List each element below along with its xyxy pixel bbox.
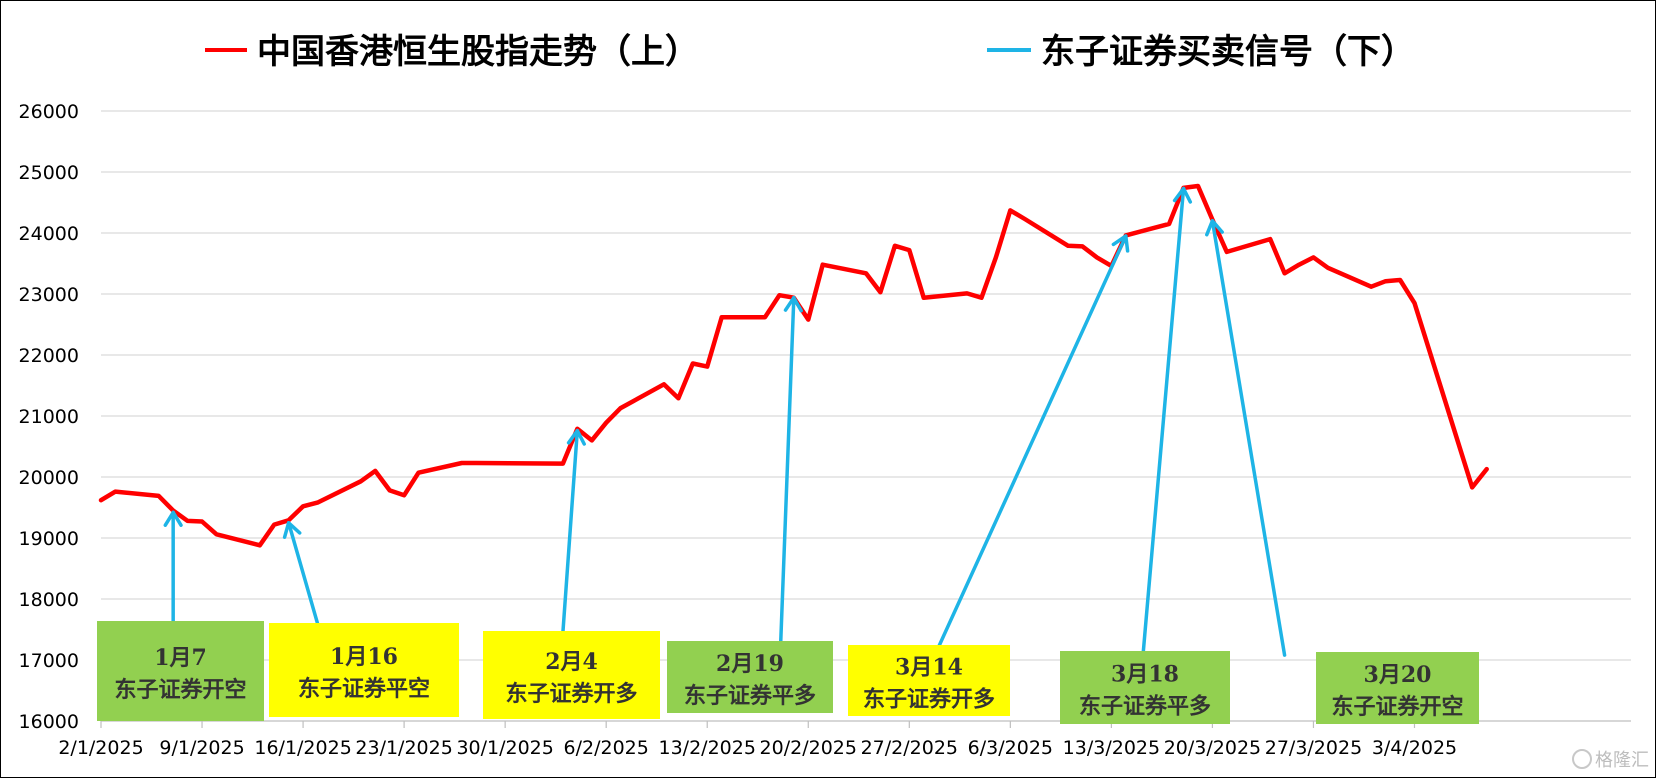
- signal-series: [163, 186, 1287, 689]
- signal-box-action: 东子证券开空: [1331, 694, 1463, 720]
- y-tick-label: 18000: [19, 589, 79, 611]
- signal-arrow-head: [783, 295, 803, 313]
- y-tick-label: 26000: [19, 101, 79, 123]
- signal-arrow-head: [282, 521, 302, 539]
- signal-arrow-line: [921, 234, 1128, 682]
- signal-box-date: 3月18: [1111, 662, 1179, 688]
- signal-box-action: 东子证券平多: [1079, 694, 1211, 720]
- y-tick-label: 19000: [19, 528, 79, 550]
- signal-arrow-line: [1138, 186, 1186, 689]
- y-tick-label: 21000: [19, 406, 79, 428]
- y-tick-label: 23000: [19, 284, 79, 306]
- signal-box-date: 2月4: [545, 649, 598, 675]
- watermark: 格隆汇: [1572, 749, 1649, 771]
- y-tick-label: 17000: [19, 650, 79, 672]
- signal-box-action: 东子证券开多: [505, 681, 637, 707]
- y-tick-label: 20000: [19, 467, 79, 489]
- signal-arrow-head: [1172, 186, 1193, 204]
- signal-box: [97, 621, 264, 721]
- signal-box-date: 1月16: [330, 644, 398, 670]
- watermark-logo-icon: [1572, 749, 1592, 769]
- signal-arrow-line: [777, 295, 796, 679]
- x-tick-label: 6/3/2025: [968, 737, 1053, 759]
- signal-box: [1316, 652, 1479, 724]
- signal-box: [667, 641, 833, 713]
- y-tick-label: 22000: [19, 345, 79, 367]
- x-tick-label: 6/2/2025: [564, 737, 649, 759]
- hsi-line: [98, 183, 1489, 548]
- signal-arrow-line: [561, 428, 580, 635]
- signal-arrow-line: [1210, 219, 1287, 657]
- signal-box-action: 东子证券平多: [684, 683, 816, 709]
- signal-boxes: 1月7 东子证券开空 1月16 东子证券平空 2月4 东子证券开多 2月19 东子证券平多 3月…: [97, 621, 1479, 724]
- x-tick-label: 3/4/2025: [1372, 737, 1457, 759]
- signal-box: [1060, 651, 1230, 724]
- signal-arrow-head: [163, 510, 183, 527]
- x-tick-label: 13/2/2025: [659, 737, 756, 759]
- y-tick-label: 25000: [19, 162, 79, 184]
- signal-box: [269, 623, 459, 717]
- x-tick-label: 23/1/2025: [355, 737, 452, 759]
- x-tick-label: 27/2/2025: [861, 737, 958, 759]
- y-tick-label: 24000: [19, 223, 79, 245]
- x-tick-label: 20/2/2025: [760, 737, 857, 759]
- grid: [101, 110, 1631, 722]
- y-axis: 16000 17000 18000 19000 20000 21000 22000 23000…: [19, 101, 79, 733]
- x-tick-label: 30/1/2025: [456, 737, 553, 759]
- signal-box: [483, 631, 660, 719]
- signal-box-date: 2月19: [716, 651, 784, 677]
- x-tick-label: 2/1/2025: [58, 737, 143, 759]
- watermark-text: 格隆汇: [1595, 750, 1649, 771]
- x-axis: 2/1/2025 9/1/2025 16/1/2025 23/1/2025 30/1/2…: [58, 721, 1457, 759]
- x-tick-label: 27/3/2025: [1265, 737, 1362, 759]
- y-tick-label: 16000: [19, 711, 79, 733]
- x-tick-label: 9/1/2025: [159, 737, 244, 759]
- x-tick-label: 16/1/2025: [254, 737, 351, 759]
- signal-box-date: 3月14: [895, 655, 963, 681]
- hsi-series: [98, 183, 1489, 548]
- signal-arrow-head: [1205, 219, 1224, 237]
- legend-label-hsi: 中国香港恒生股指走势（上）: [257, 32, 699, 72]
- legend: 中国香港恒生股指走势（上） 东子证券买卖信号（下）: [205, 32, 1415, 72]
- signal-box-date: 1月7: [154, 645, 207, 671]
- signal-box-action: 东子证券平空: [298, 676, 430, 702]
- signal-box: [848, 645, 1010, 716]
- signal-arrow-head: [1111, 234, 1130, 253]
- x-tick-label: 20/3/2025: [1164, 737, 1261, 759]
- legend-label-signal: 东子证券买卖信号（下）: [1041, 32, 1415, 72]
- signal-box-action: 东子证券开多: [863, 687, 995, 713]
- x-tick-label: 13/3/2025: [1063, 737, 1160, 759]
- signal-arrow-line: [286, 521, 320, 626]
- signal-arrow-head: [566, 428, 586, 446]
- signal-box-action: 东子证券开空: [114, 677, 246, 703]
- signal-box-date: 3月20: [1364, 662, 1432, 688]
